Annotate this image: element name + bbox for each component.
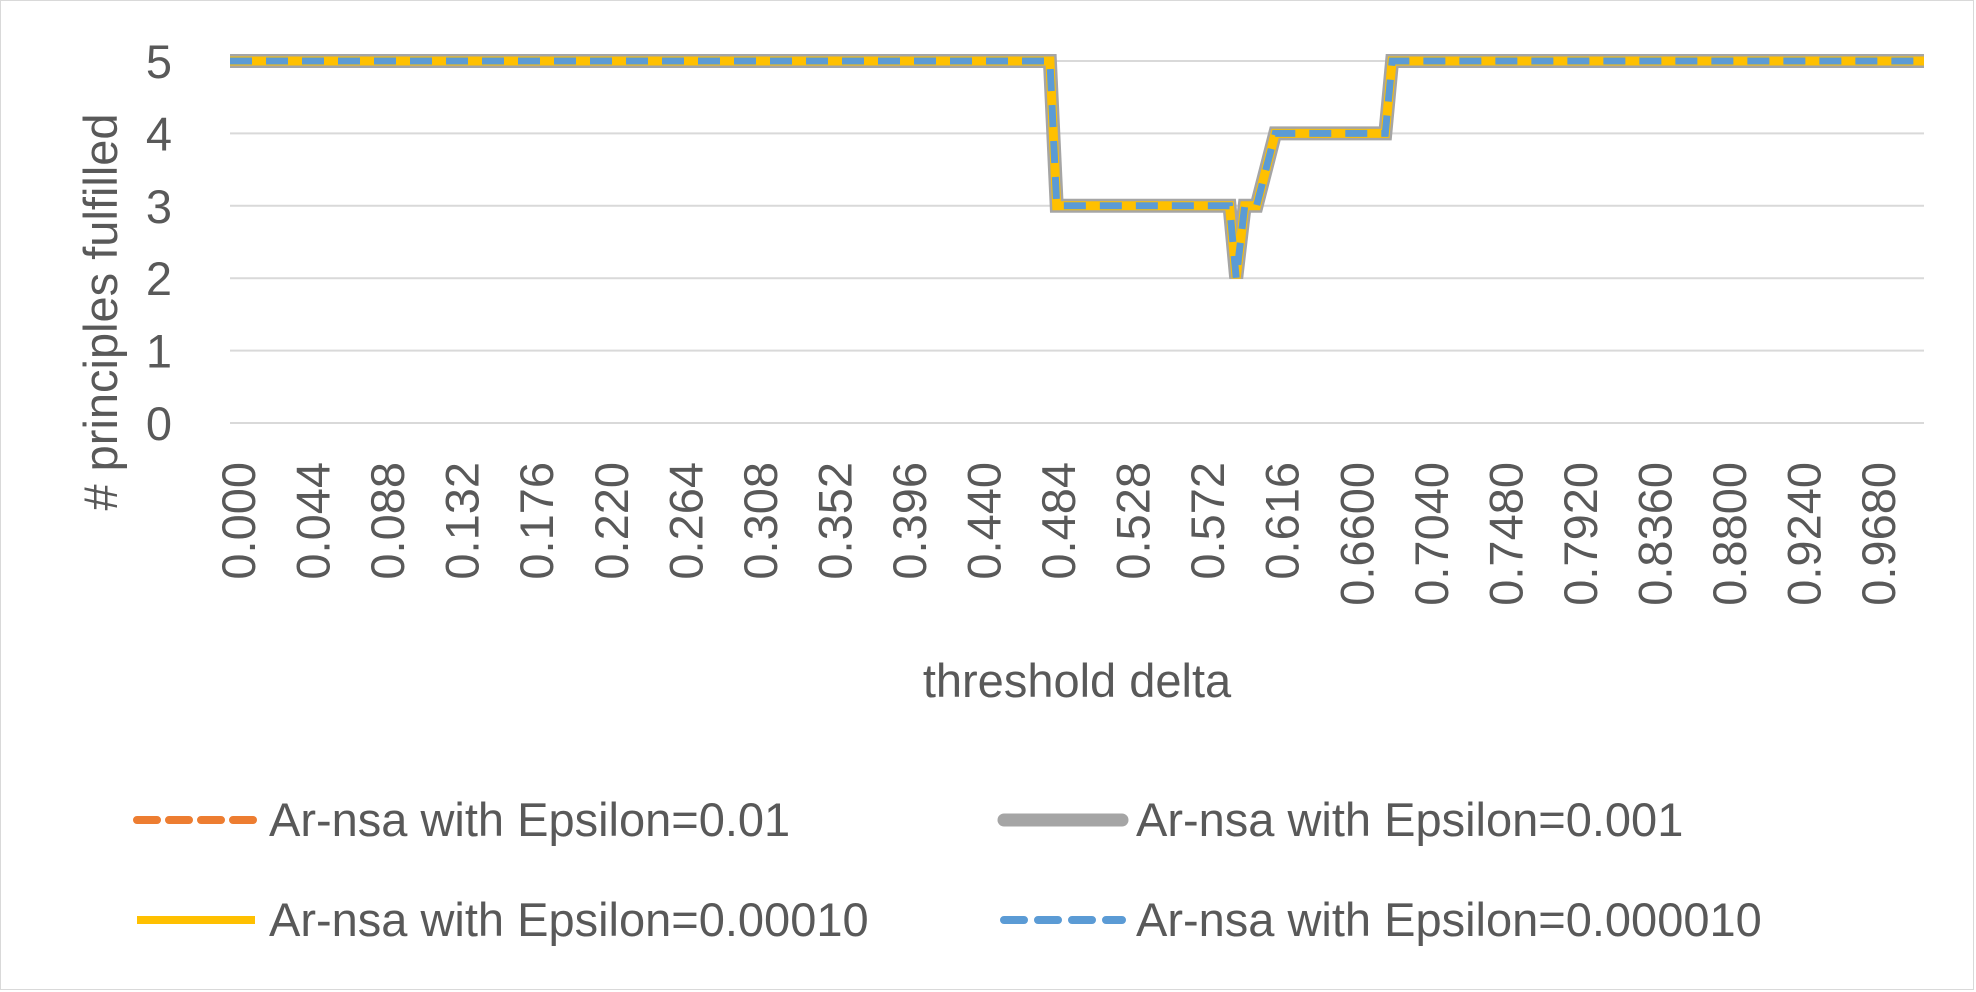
y-tick-label: 3 <box>146 180 172 233</box>
x-axis-ticks: 0.000 0.044 0.088 0.132 0.176 0.220 0.264 0.308… <box>212 462 1905 606</box>
x-tick-label: 0.9680 <box>1852 462 1905 606</box>
legend-label: Ar-nsa with Epsilon=0.000010 <box>1136 893 1762 946</box>
x-tick-label: 0.088 <box>361 462 414 580</box>
x-tick-label: 0.176 <box>510 462 563 580</box>
x-tick-label: 0.352 <box>808 462 861 580</box>
legend-label: Ar-nsa with Epsilon=0.001 <box>1136 793 1683 846</box>
x-tick-label: 0.7480 <box>1479 462 1532 606</box>
x-tick-label: 0.044 <box>287 462 340 580</box>
legend-label: Ar-nsa with Epsilon=0.01 <box>269 793 790 846</box>
x-tick-label: 0.572 <box>1181 462 1234 580</box>
x-tick-label: 0.528 <box>1107 462 1160 580</box>
y-tick-label: 2 <box>146 252 172 305</box>
x-tick-label: 0.264 <box>659 462 712 580</box>
gridlines <box>230 60 1924 424</box>
x-tick-label: 0.9240 <box>1778 462 1831 606</box>
y-tick-label: 5 <box>146 35 172 88</box>
x-tick-label: 0.7040 <box>1405 462 1458 606</box>
series-line <box>230 56 1924 279</box>
series-line <box>230 54 1924 280</box>
x-tick-label: 0.440 <box>958 462 1011 580</box>
x-axis-title: threshold delta <box>923 654 1232 707</box>
x-tick-label: 0.220 <box>585 462 638 580</box>
x-tick-label: 0.396 <box>883 462 936 580</box>
legend: Ar-nsa with Epsilon=0.01 Ar-nsa with Epsi… <box>133 793 1762 946</box>
y-axis-ticks: 0 1 2 3 4 5 <box>146 35 172 450</box>
x-tick-label: 0.616 <box>1256 462 1309 580</box>
y-tick-label: 1 <box>146 325 172 378</box>
legend-label: Ar-nsa with Epsilon=0.00010 <box>269 893 869 946</box>
x-tick-label: 0.8800 <box>1703 462 1756 606</box>
x-tick-label: 0.7920 <box>1554 462 1607 606</box>
x-tick-label: 0.308 <box>734 462 787 580</box>
x-tick-label: 0.484 <box>1032 462 1085 580</box>
y-axis-title: # principles fulfilled <box>74 113 127 510</box>
series-line <box>230 57 1924 279</box>
y-tick-label: 4 <box>146 107 172 160</box>
series-line <box>230 57 1924 279</box>
x-tick-label: 0.132 <box>436 462 489 580</box>
x-tick-label: 0.6600 <box>1330 462 1383 606</box>
series-lines <box>230 54 1924 280</box>
x-tick-label: 0.000 <box>212 462 265 580</box>
y-tick-label: 0 <box>146 397 172 450</box>
x-tick-label: 0.8360 <box>1628 462 1681 606</box>
